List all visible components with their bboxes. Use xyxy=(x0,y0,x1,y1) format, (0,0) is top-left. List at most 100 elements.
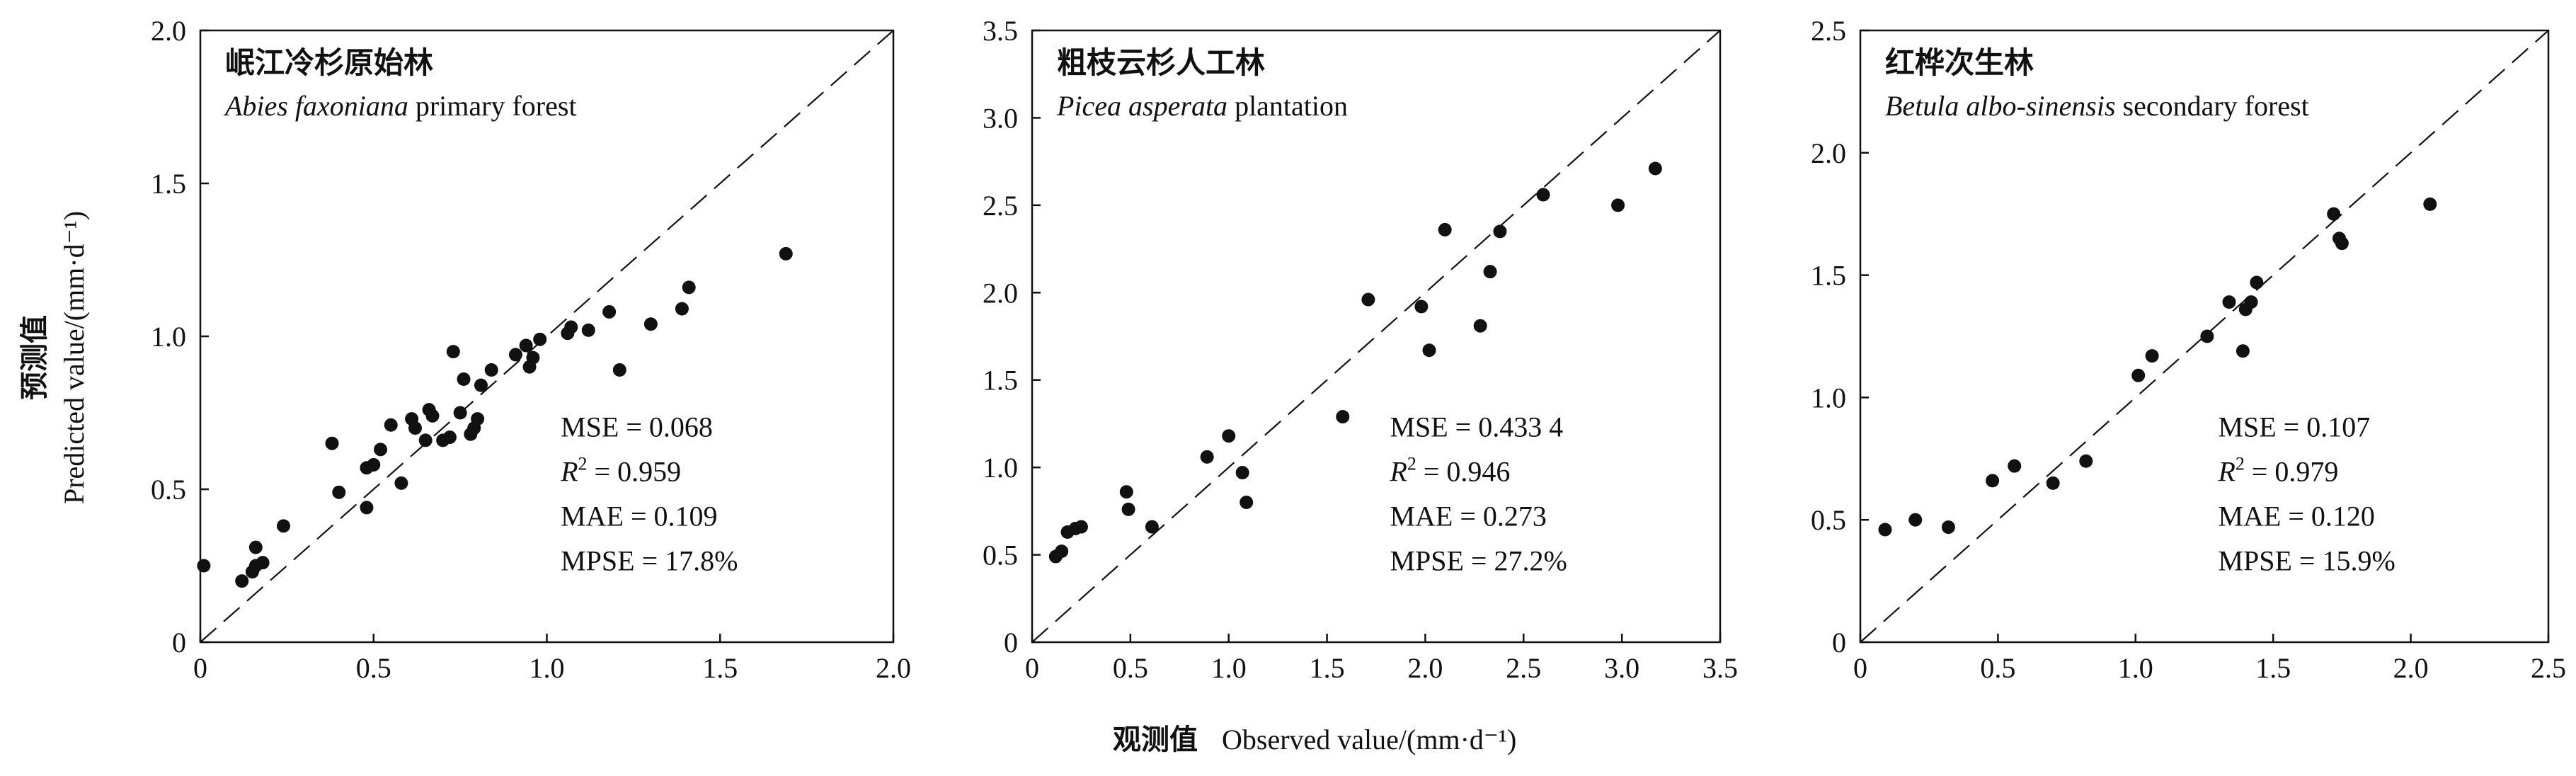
y-tick-label: 3.0 xyxy=(983,102,1018,134)
y-tick-label: 2.0 xyxy=(151,15,186,47)
panel-title-cn: 粗枝云杉人工林 xyxy=(1057,45,1265,80)
data-point xyxy=(581,323,595,337)
data-point xyxy=(256,556,270,570)
x-tick-label: 0 xyxy=(193,652,207,684)
panel-title-species: Abies faxoniana xyxy=(223,90,408,122)
data-point xyxy=(2145,349,2159,363)
stat-r2-symbol: R xyxy=(1389,456,1407,488)
data-point xyxy=(453,406,467,420)
x-tick-label: 1.0 xyxy=(1211,652,1247,684)
data-point xyxy=(2244,295,2258,309)
data-point xyxy=(457,372,471,386)
y-tick-label: 1.5 xyxy=(983,365,1018,396)
data-point xyxy=(612,363,626,377)
data-point xyxy=(1986,474,2000,488)
data-point xyxy=(675,302,689,316)
one-to-one-reference-line xyxy=(1031,30,1721,643)
scatter-panel-3: 0 0.5 1.0 1.5 2.0 2.5 0 0.5 1.0 1.5 2.0 2.5 红桦次生林 Bet… xyxy=(1811,15,2566,684)
data-point xyxy=(332,485,346,499)
x-tick-label: 1.5 xyxy=(2255,652,2291,684)
data-point xyxy=(1200,450,1214,464)
plot-frame xyxy=(1031,29,1722,644)
plot-frame xyxy=(1859,29,2550,644)
data-point xyxy=(1473,319,1487,333)
x-tick-label: 1.0 xyxy=(2118,652,2153,684)
y-tick-label: 0 xyxy=(172,627,186,658)
panel-title-species: Picea asperata xyxy=(1056,90,1227,122)
data-point xyxy=(2131,368,2146,382)
scatter-panel-2: 0 0.5 1.0 1.5 2.0 2.5 3.0 3.5 0 0.5 1.0 1.5 2.0 2.5 3.… xyxy=(983,15,1738,684)
y-tick-label: 0.5 xyxy=(1811,504,1846,536)
data-point xyxy=(2250,275,2264,290)
data-point xyxy=(643,317,658,331)
x-tick-label: 2.0 xyxy=(1407,652,1443,684)
stat-r2-value: = 0.959 xyxy=(588,456,682,488)
data-point xyxy=(1361,292,1375,307)
panel-title-cn: 红桦次生林 xyxy=(1885,45,2034,80)
data-point xyxy=(2327,207,2341,221)
stat-mse: MSE = 0.107 xyxy=(2218,411,2370,443)
stat-r2-symbol: R xyxy=(560,456,578,488)
data-point xyxy=(1648,161,1662,176)
data-point xyxy=(2008,459,2022,473)
data-point xyxy=(442,430,457,445)
data-point xyxy=(508,348,522,362)
x-tick-label: 0.5 xyxy=(1980,652,2015,684)
data-point xyxy=(1438,222,1452,236)
y-tick-label: 0 xyxy=(1832,627,1846,658)
data-point xyxy=(526,350,540,365)
data-point xyxy=(484,363,498,377)
stat-mpse: MPSE = 15.9% xyxy=(2218,545,2395,577)
panel-title-forest-type: plantation xyxy=(1227,90,1348,122)
data-point xyxy=(276,519,290,533)
y-axis-label-en: Predicted value/(mm·d⁻¹) xyxy=(58,211,90,504)
data-point xyxy=(2222,295,2236,309)
x-tick-label: 3.0 xyxy=(1604,652,1639,684)
panel-title-en: Abies faxoniana primary forest xyxy=(223,90,577,122)
data-point xyxy=(418,433,433,447)
data-point xyxy=(564,320,578,334)
stat-r2: R2 = 0.979 xyxy=(2217,454,2338,488)
one-to-one-reference-line xyxy=(200,30,894,643)
data-point xyxy=(1222,429,1236,443)
stat-r2-superscript: 2 xyxy=(2236,454,2245,474)
stat-mpse: MPSE = 17.8% xyxy=(561,545,738,577)
data-point xyxy=(374,443,388,457)
stat-mse: MSE = 0.433 4 xyxy=(1390,411,1563,443)
y-tick-label: 2.0 xyxy=(983,277,1018,309)
x-tick-label: 1.5 xyxy=(702,652,738,684)
data-point xyxy=(2335,236,2349,251)
x-tick-label: 2.5 xyxy=(1506,652,1541,684)
data-point xyxy=(360,501,374,515)
x-tick-label: 1.5 xyxy=(1310,652,1345,684)
data-point xyxy=(474,378,488,392)
data-point xyxy=(519,338,533,353)
panel-title-en: Picea asperata plantation xyxy=(1056,90,1348,122)
y-tick-label: 1.0 xyxy=(983,452,1018,484)
stat-r2-symbol: R xyxy=(2217,456,2235,488)
data-point xyxy=(533,332,547,346)
y-axis-label-cn: 预测值 xyxy=(18,315,51,400)
data-point xyxy=(235,574,249,588)
data-point xyxy=(682,280,696,295)
data-point xyxy=(2200,329,2214,343)
data-point xyxy=(1074,520,1088,534)
panel-title-forest-type: secondary forest xyxy=(2116,90,2309,122)
x-axis-label-en: Observed value/(mm·d⁻¹) xyxy=(1222,724,1516,755)
data-point xyxy=(425,409,440,423)
stat-mae: MAE = 0.273 xyxy=(1390,501,1546,532)
panel-title-species: Betula albo-sinensis xyxy=(1885,90,2116,122)
data-point xyxy=(197,559,211,573)
data-point xyxy=(2046,476,2060,490)
x-tick-label: 2.5 xyxy=(2531,652,2566,684)
data-point xyxy=(2423,197,2437,211)
data-point xyxy=(248,540,263,554)
data-point xyxy=(384,418,398,432)
y-tick-label: 1.5 xyxy=(151,168,186,200)
data-point xyxy=(1121,502,1135,516)
data-point xyxy=(394,476,408,490)
stat-mae: MAE = 0.120 xyxy=(2218,501,2374,532)
stat-mpse: MPSE = 27.2% xyxy=(1390,545,1567,577)
stat-r2-superscript: 2 xyxy=(578,454,588,474)
